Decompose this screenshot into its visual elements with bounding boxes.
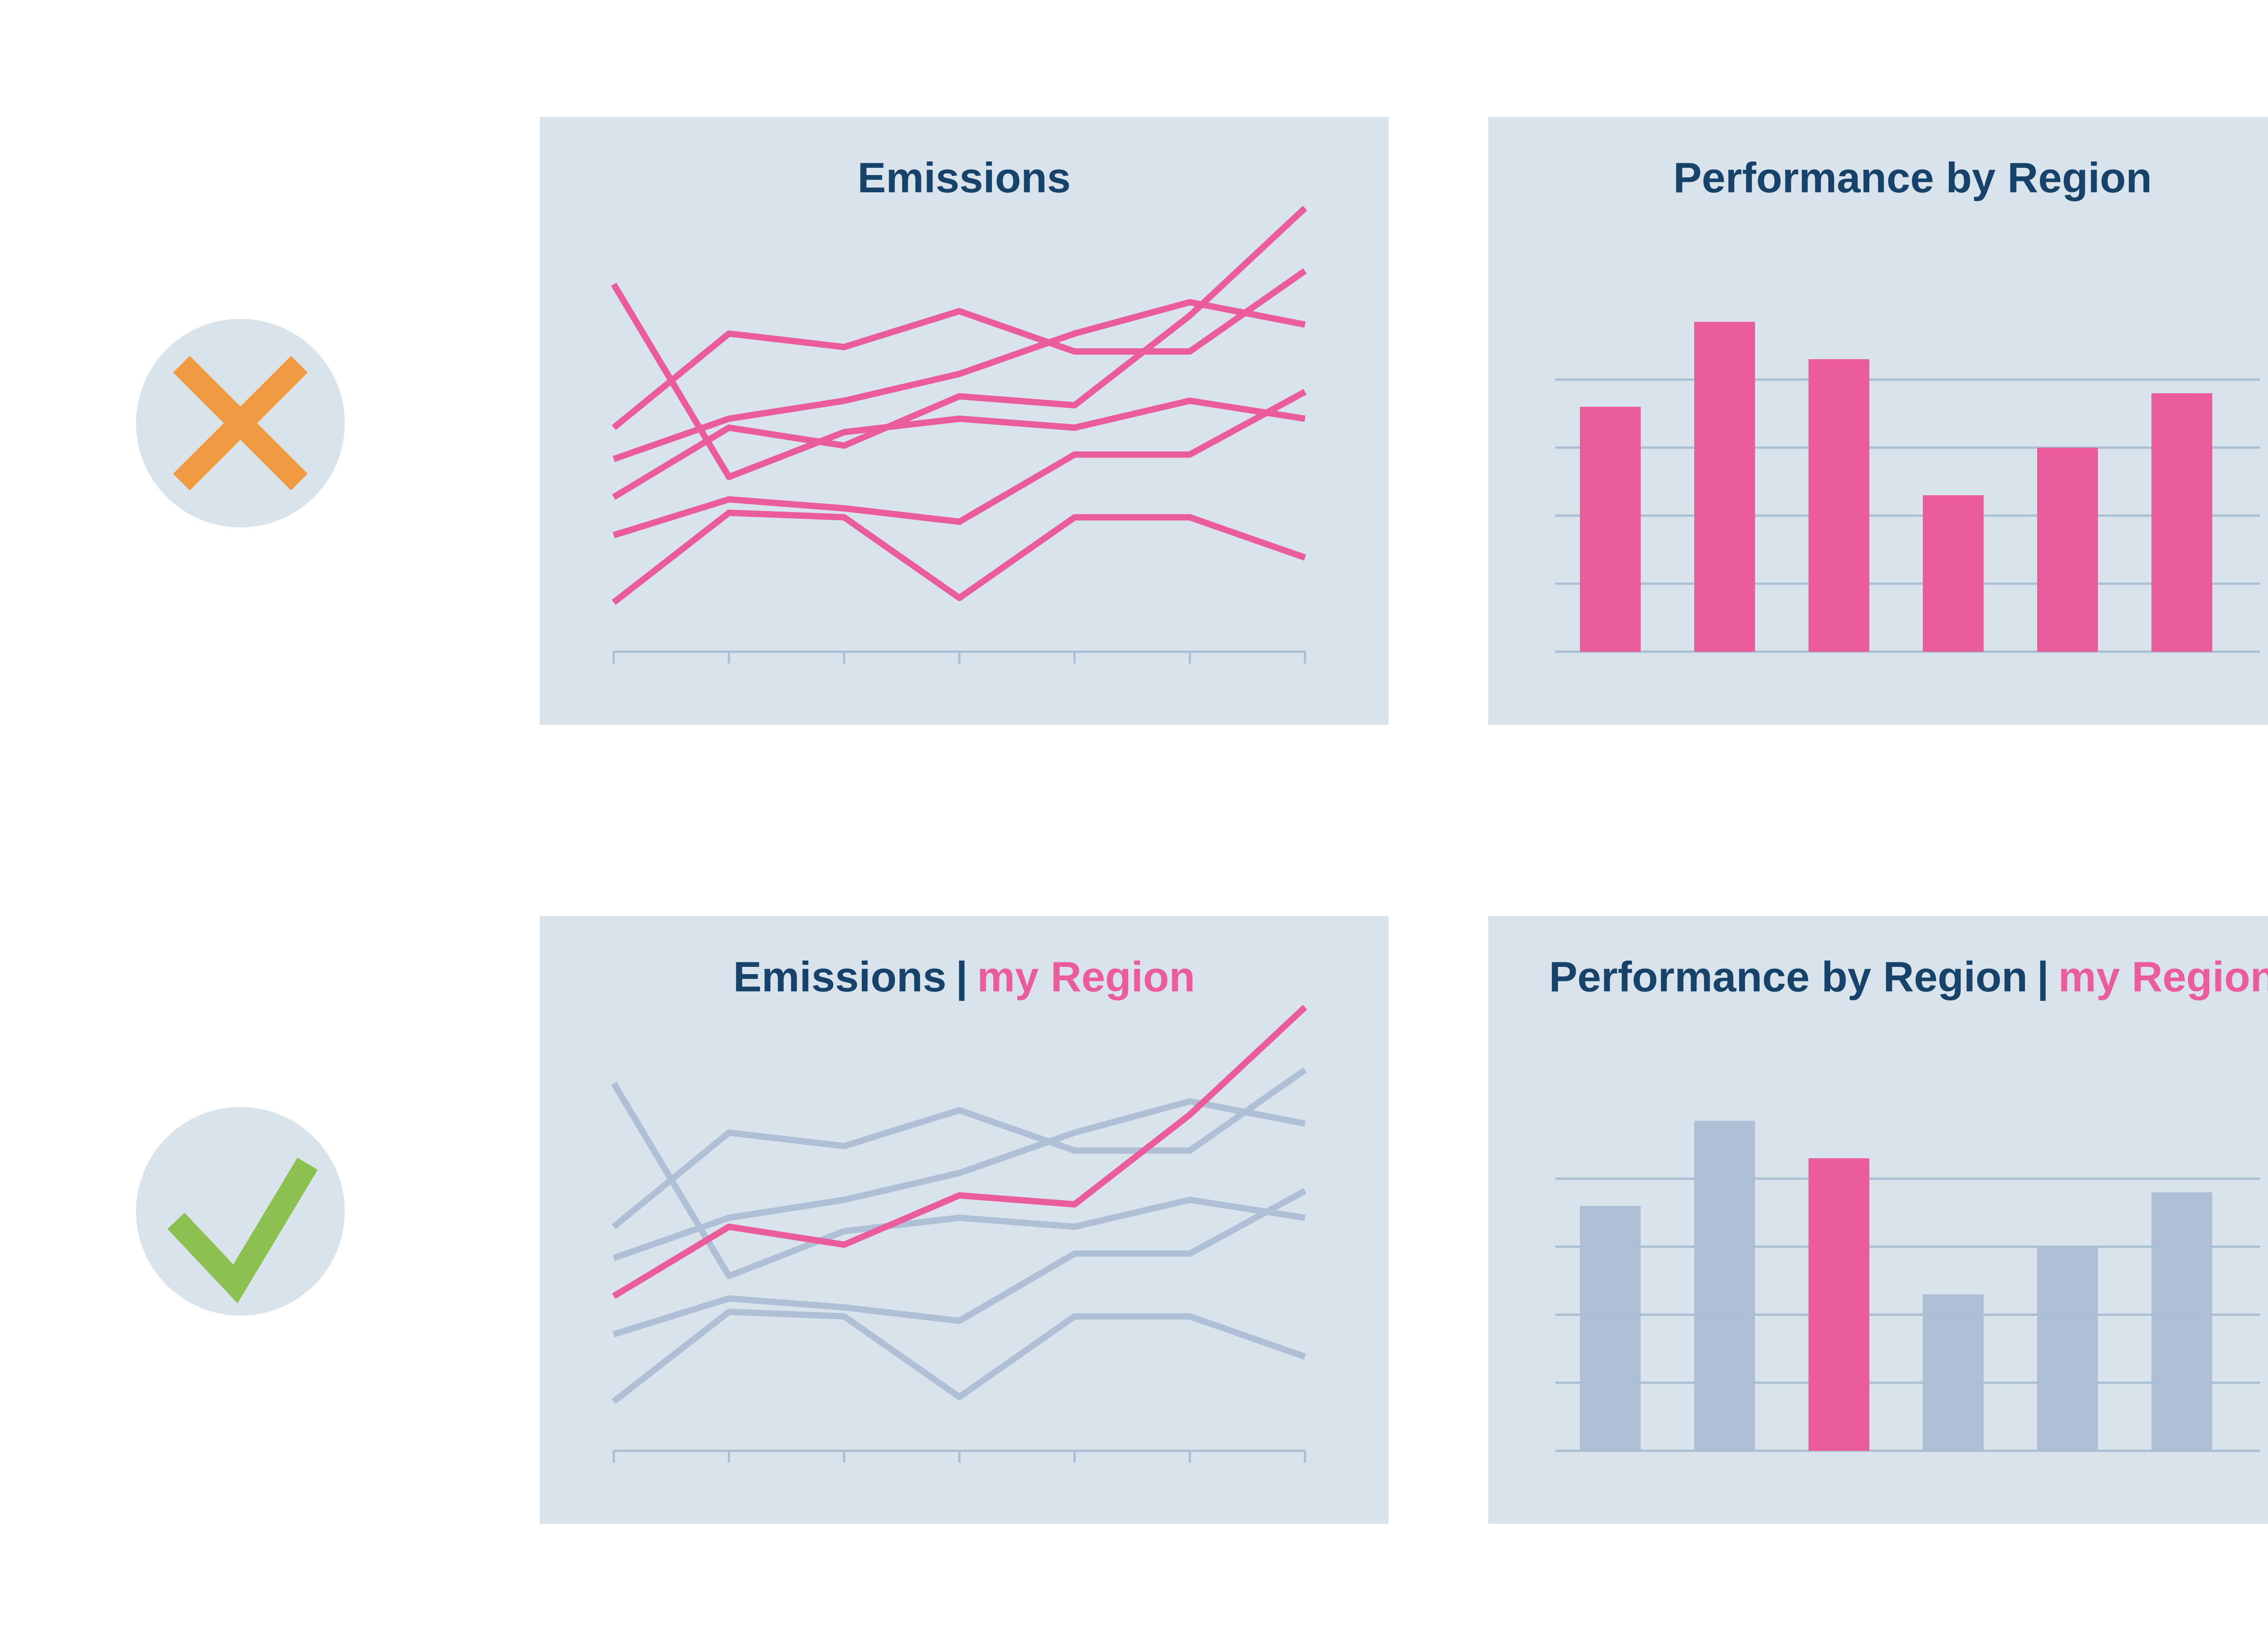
- chart-title: Performance by Region|: [1488, 153, 2268, 202]
- chart-title: Emissions|: [540, 153, 1388, 202]
- performance-bar-chart-highlighted: [1555, 1121, 2260, 1452]
- chart-title-highlight: my Region: [2058, 953, 2268, 1000]
- chart-title: Emissions | my Region: [540, 952, 1388, 1001]
- dont-row-indicator: [136, 319, 345, 527]
- panel-performance-bar-dont: Performance by Region|: [1488, 117, 2268, 725]
- panel-emissions-do: Emissions | my Region: [540, 916, 1388, 1524]
- chart-title-main: Performance by Region: [1549, 953, 2028, 1000]
- title-separator: |: [956, 953, 968, 1000]
- performance-bar-chart: [1555, 322, 2260, 653]
- do-row-indicator: [136, 1107, 345, 1316]
- title-separator: |: [2037, 953, 2049, 1000]
- chart-title-highlight: my Region: [977, 953, 1195, 1000]
- chart-title-main: Emissions: [857, 154, 1071, 201]
- check-icon: [136, 1107, 345, 1316]
- panel-emissions-dont: Emissions|: [540, 117, 1388, 725]
- panel-performance-bar-do: Performance by Region | my Region: [1488, 916, 2268, 1524]
- chart-title: Performance by Region | my Region: [1488, 952, 2268, 1001]
- chart-title-main: Performance by Region: [1673, 154, 2152, 201]
- emissions-line-chart: [611, 205, 1307, 663]
- emissions-line-chart-highlighted: [611, 1005, 1307, 1463]
- cross-icon: [136, 319, 345, 527]
- chart-title-main: Emissions: [733, 953, 947, 1000]
